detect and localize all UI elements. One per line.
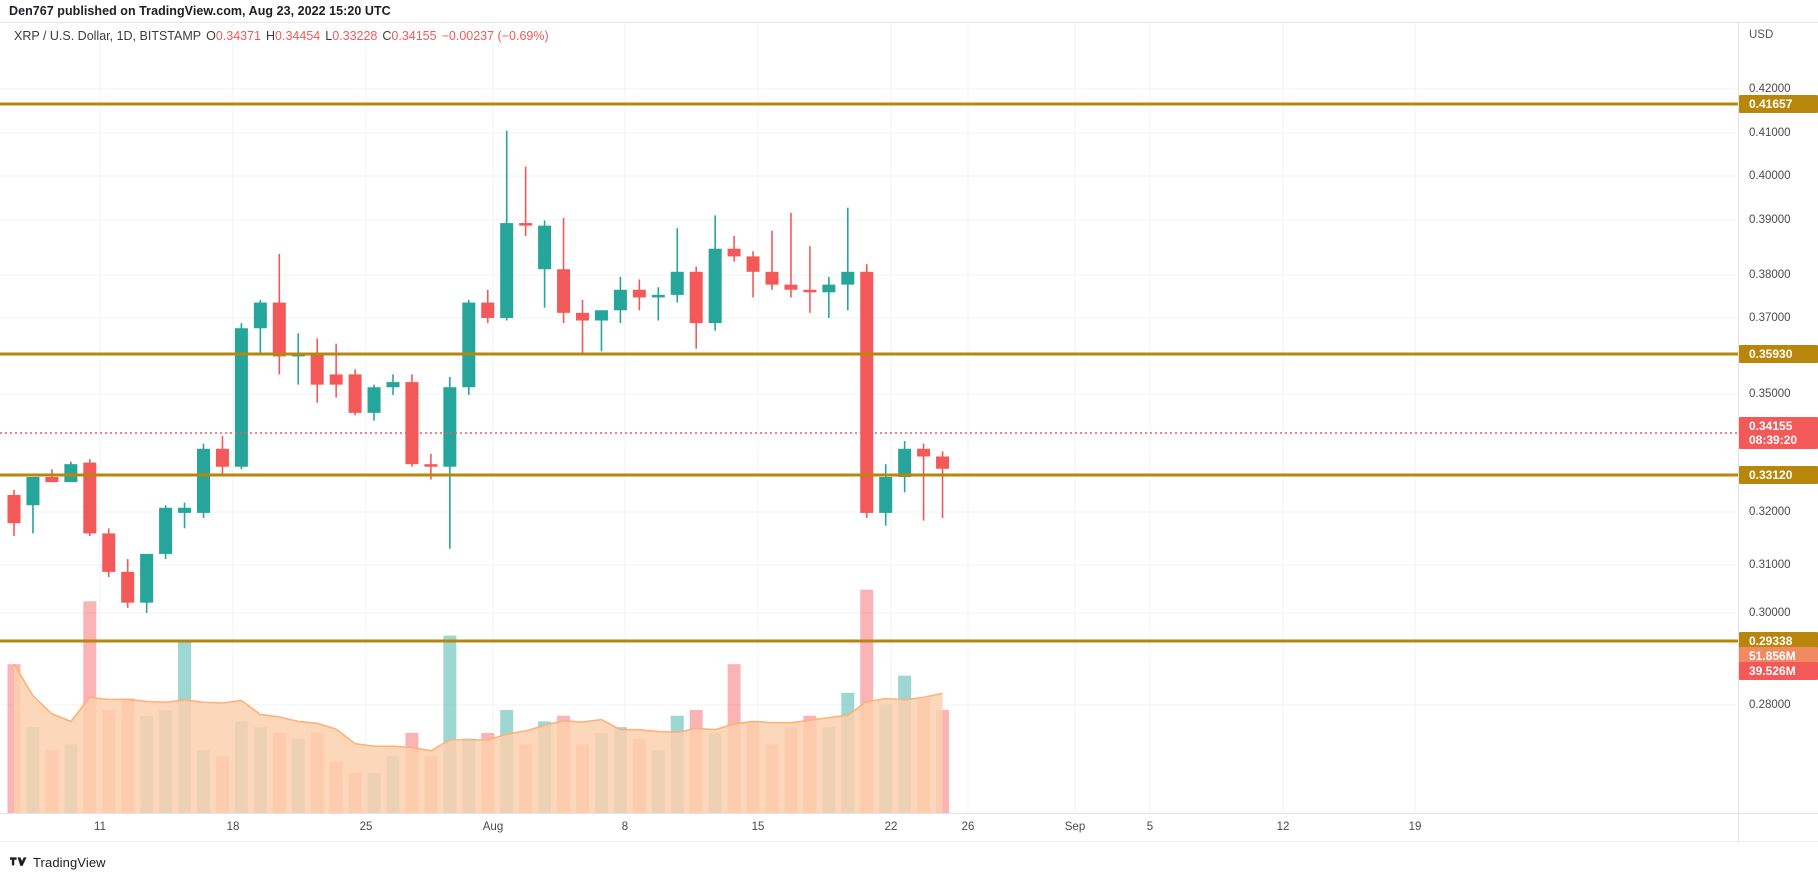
- price-tick-9: 0.30000: [1749, 607, 1791, 619]
- legend-close-value: 0.34155: [391, 29, 437, 43]
- price-tick-2: 0.40000: [1749, 170, 1791, 182]
- price-badge-last-price[interactable]: 0.34155 08:39:20: [1739, 417, 1818, 449]
- time-tick-2: 25: [359, 821, 373, 833]
- legend-low-value: 0.33228: [332, 29, 378, 43]
- chart-legend: XRP / U.S. Dollar, 1D, BITSTAMP O 0.34371…: [0, 23, 549, 49]
- price-badge-volume-ma[interactable]: 51.856M: [1739, 647, 1818, 665]
- price-lines-layer: [0, 23, 1738, 813]
- price-axis-currency: USD: [1749, 29, 1774, 41]
- time-tick-5: 15: [751, 821, 765, 833]
- price-tick-4: 0.38000: [1749, 269, 1791, 281]
- chart-pane[interactable]: [0, 23, 1738, 813]
- price-badge-resistance-1[interactable]: 0.41657: [1739, 95, 1818, 113]
- time-tick-6: 22: [884, 821, 898, 833]
- legend-change: −0.00237 (−0.69%): [441, 29, 549, 43]
- publisher-bar: Den767 published on TradingView.com, Aug…: [0, 0, 1818, 23]
- time-tick-0: 11: [94, 821, 106, 833]
- price-tick-8: 0.31000: [1749, 559, 1791, 571]
- tradingview-logo-icon: [10, 856, 27, 866]
- price-tick-6: 0.35000: [1749, 388, 1791, 400]
- price-badge-volume-last[interactable]: 39.526M: [1739, 662, 1818, 680]
- price-tick-3: 0.39000: [1749, 214, 1791, 226]
- price-badge-countdown: 08:39:20: [1749, 433, 1798, 447]
- time-tick-11: 19: [1408, 821, 1422, 833]
- time-tick-1: 18: [226, 821, 240, 833]
- legend-open-label: O: [206, 29, 216, 43]
- footer-bar: TradingView: [0, 841, 1818, 883]
- legend-low-label: L: [325, 29, 333, 43]
- time-axis-right-corner: [1738, 813, 1818, 841]
- time-axis[interactable]: 11 18 25 Aug 8 15 22 26 Sep 5 12 19: [0, 813, 1738, 841]
- time-tick-8: Sep: [1064, 821, 1086, 833]
- price-tick-10: 0.28000: [1749, 699, 1791, 711]
- price-tick-5: 0.37000: [1749, 312, 1791, 324]
- time-tick-3: Aug: [482, 821, 504, 833]
- time-tick-4: 8: [621, 821, 629, 833]
- price-tick-0: 0.42000: [1749, 83, 1791, 95]
- tradingview-logo-text: TradingView: [33, 855, 106, 870]
- tradingview-logo[interactable]: TradingView: [0, 855, 106, 870]
- price-badge-resistance-2[interactable]: 0.35930: [1739, 345, 1818, 363]
- price-badge-support-1[interactable]: 0.33120: [1739, 466, 1818, 484]
- price-badge-support-2[interactable]: 0.29338: [1739, 632, 1818, 650]
- legend-open-value: 0.34371: [215, 29, 262, 43]
- legend-symbol[interactable]: XRP / U.S. Dollar, 1D, BITSTAMP: [14, 29, 202, 43]
- publisher-text: Den767 published on TradingView.com, Aug…: [9, 4, 391, 18]
- time-tick-10: 12: [1276, 821, 1290, 833]
- time-tick-9: 5: [1146, 821, 1154, 833]
- time-tick-7: 26: [961, 821, 975, 833]
- legend-close-label: C: [382, 29, 392, 43]
- legend-high-label: H: [266, 29, 276, 43]
- price-axis[interactable]: USD 0.42000 0.41000 0.40000 0.39000 0.38000 0…: [1738, 23, 1818, 813]
- legend-high-value: 0.34454: [275, 29, 321, 43]
- price-tick-1: 0.41000: [1749, 127, 1791, 139]
- series-layer: [0, 23, 1738, 813]
- price-tick-7: 0.32000: [1749, 506, 1791, 518]
